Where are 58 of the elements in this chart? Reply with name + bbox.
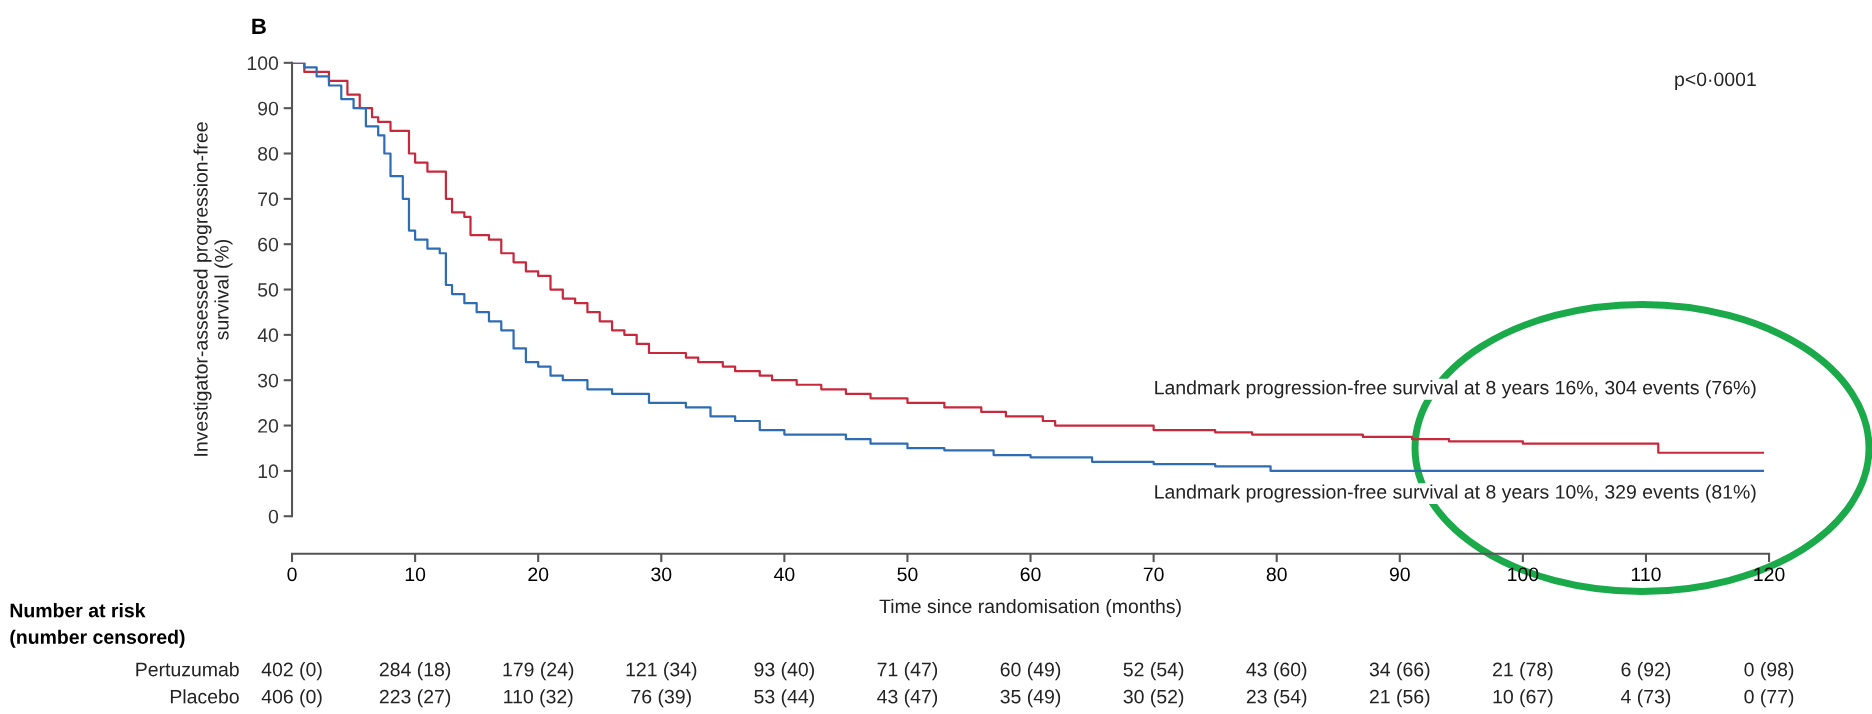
- text: 406 (0): [261, 689, 322, 708]
- text: 35 (49): [1000, 689, 1061, 708]
- text: 76 (39): [631, 689, 691, 708]
- text: 284 (18): [379, 662, 451, 681]
- text: 21 (78): [1493, 662, 1553, 681]
- annotation: Landmark progression-free survival at 8 years 16%, 304 events (76%): [1155, 380, 1756, 399]
- text: 121 (34): [626, 662, 697, 681]
- text: 71 (47): [877, 662, 938, 681]
- text: 23 (54): [1246, 689, 1307, 708]
- text: 6 (92): [1621, 662, 1671, 681]
- x-tick-label: 0: [287, 567, 297, 582]
- text: Number at risk (number censored): [10, 603, 185, 648]
- x-tick-label: 70: [1143, 567, 1164, 582]
- y-axis-title: Investigator-assessed progression-free survival (%): [193, 122, 233, 456]
- x-tick-label: 40: [774, 567, 795, 582]
- text: 0 (98): [1744, 662, 1794, 681]
- x-tick-label: 20: [528, 567, 549, 582]
- y-tick-label: 50: [257, 282, 279, 297]
- text: 93 (40): [754, 662, 814, 681]
- x-tick-label: 120: [1754, 567, 1785, 582]
- annotation: p<0·0001: [1675, 72, 1756, 91]
- x-tick-label: 50: [897, 567, 918, 582]
- chart-title: B: [252, 18, 266, 34]
- text: Placebo: [170, 689, 239, 704]
- text: 52 (54): [1123, 662, 1184, 681]
- y-tick-label: 40: [257, 328, 279, 343]
- text: 0 (77): [1744, 689, 1794, 708]
- y-tick-label: 0: [268, 509, 279, 524]
- y-tick-label: 30: [257, 373, 279, 388]
- text: 30 (52): [1123, 689, 1184, 708]
- text: 223 (27): [379, 689, 451, 708]
- y-tick-label: 60: [258, 237, 279, 252]
- text: 43 (47): [877, 689, 938, 708]
- y-tick-label: 10: [258, 464, 279, 479]
- text: 179 (24): [503, 662, 574, 681]
- annotation: Landmark progression-free survival at 8 years 10%, 329 events (81%): [1155, 484, 1756, 503]
- text: 21 (56): [1369, 689, 1430, 708]
- x-tick-label: 90: [1389, 567, 1410, 582]
- x-tick-label: 10: [405, 567, 426, 582]
- x-tick-label: 30: [651, 567, 672, 582]
- text: 53 (44): [754, 689, 814, 708]
- text: 60 (49): [1000, 662, 1061, 681]
- y-tick-label: 100: [247, 56, 279, 71]
- text: 34 (66): [1369, 662, 1430, 681]
- y-tick-label: 20: [258, 419, 279, 433]
- y-tick-label: 80: [258, 146, 279, 161]
- text: 402 (0): [261, 662, 322, 681]
- text: 10 (67): [1493, 689, 1553, 708]
- text: 4 (73): [1621, 689, 1671, 708]
- x-tick-label: 60: [1020, 567, 1041, 582]
- x-axis-title: Time since randomisation (months): [879, 598, 1181, 618]
- y-tick-label: 70: [258, 192, 279, 207]
- y-tick-label: 90: [258, 101, 279, 116]
- x-tick-label: 110: [1631, 567, 1661, 582]
- text: Pertuzumab: [136, 662, 239, 677]
- text: 43 (60): [1246, 662, 1307, 681]
- x-tick-label: 80: [1266, 567, 1287, 582]
- text: 110 (32): [504, 689, 573, 708]
